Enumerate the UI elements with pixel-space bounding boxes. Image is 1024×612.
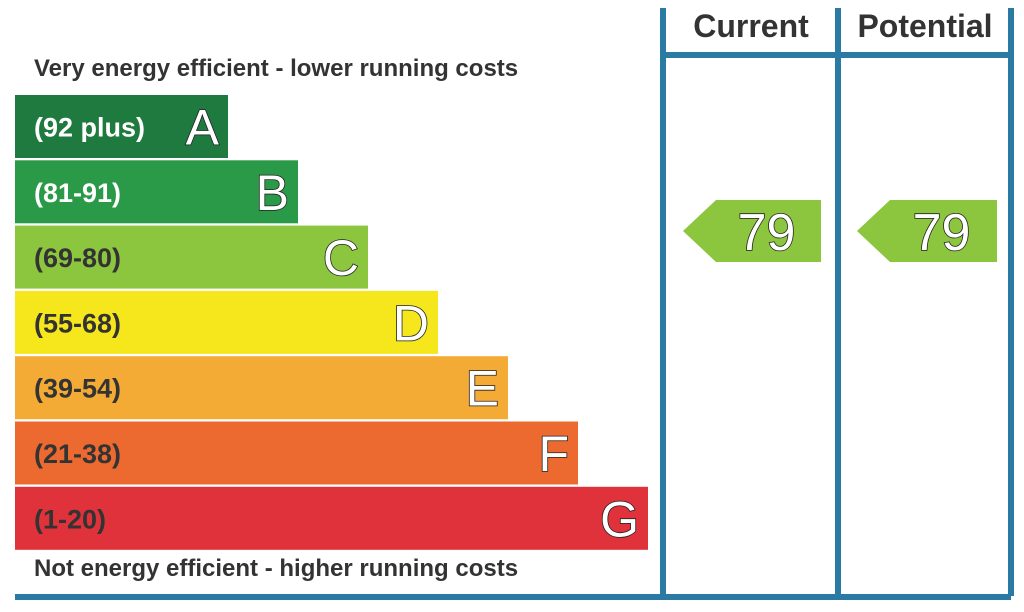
rating-arrows: 79 79: [683, 200, 997, 263]
band-bar: [15, 225, 368, 289]
band-range-label: (55-68): [34, 308, 121, 338]
band-range-label: (39-54): [34, 374, 121, 404]
bottom-efficiency-label: Not energy efficient - higher running co…: [34, 555, 518, 582]
band-c: (69-80) C: [15, 225, 368, 289]
band-f: (21-38) F: [15, 421, 578, 485]
top-efficiency-label: Very energy efficient - lower running co…: [34, 55, 518, 82]
band-bar: [15, 356, 508, 420]
band-letter: D: [393, 295, 429, 351]
band-e: (39-54) E: [15, 356, 508, 420]
band-d: (55-68) D: [15, 290, 438, 354]
rating-arrow-current: 79: [683, 200, 821, 263]
band-bar: [15, 421, 578, 485]
band-letter: C: [323, 230, 359, 286]
band-bar: [15, 486, 648, 550]
column-header-current: Current: [693, 8, 809, 44]
band-bar: [15, 290, 438, 354]
rating-value: 79: [738, 204, 796, 262]
band-letter: B: [256, 165, 289, 221]
band-range-label: (81-91): [34, 178, 121, 208]
band-letter: G: [600, 491, 639, 547]
band-range-label: (92 plus): [34, 113, 145, 143]
band-a: (92 plus) A: [15, 95, 228, 158]
rating-value: 79: [913, 204, 971, 262]
rating-arrow-shape: [683, 200, 821, 262]
rating-arrow-potential: 79: [857, 200, 997, 263]
column-header-potential: Potential: [857, 8, 992, 44]
band-range-label: (21-38): [34, 439, 121, 469]
band-bar: [15, 95, 228, 158]
band-range-label: (1-20): [34, 504, 106, 534]
rating-arrow-shape: [857, 200, 997, 262]
band-letter: F: [538, 426, 569, 482]
band-letter: A: [186, 100, 220, 156]
rating-bands: (92 plus) A(81-91) B(69-80) C(55-68) D(39-54…: [15, 95, 648, 550]
band-range-label: (69-80): [34, 243, 121, 273]
band-bar: [15, 160, 298, 224]
rating-columns-frame: Current Potential: [15, 8, 1014, 600]
band-g: (1-20) G: [15, 486, 648, 550]
band-b: (81-91) B: [15, 160, 298, 224]
band-letter: E: [466, 361, 499, 417]
